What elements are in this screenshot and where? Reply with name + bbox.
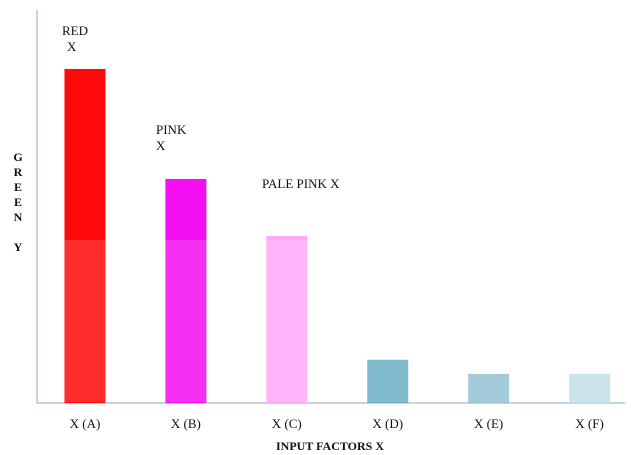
bar: [266, 235, 308, 403]
bar: [165, 178, 207, 403]
y-axis-label-letter: E: [14, 195, 22, 209]
overlay: [38, 240, 625, 402]
x-tick-label: X (C): [272, 416, 302, 431]
annotation: RED: [62, 23, 88, 38]
x-axis-label: INPUT FACTORS X: [276, 439, 384, 453]
bar: [64, 68, 106, 403]
x-tick-label: X (E): [474, 416, 503, 431]
annotation: PINK: [156, 122, 187, 137]
bar: [367, 359, 409, 403]
x-tick-label: X (F): [575, 416, 604, 431]
bar: [569, 373, 611, 403]
y-axis-label-letter: E: [14, 180, 22, 194]
x-tick-label: X (A): [70, 416, 101, 431]
annotation: PALE PINK X: [262, 176, 340, 191]
y-axis-label-letter: N: [14, 210, 23, 224]
annotation: X: [156, 138, 166, 153]
annotation: X: [67, 39, 77, 54]
x-tick-label: X (D): [372, 416, 403, 431]
y-axis-label-letter: G: [13, 150, 22, 164]
y-axis-label-letter: [17, 225, 20, 239]
x-tick-label: X (B): [171, 416, 201, 431]
y-axis-label-letter: R: [14, 165, 23, 179]
y-axis-label-letter: Y: [14, 240, 23, 254]
bar: [468, 373, 510, 403]
